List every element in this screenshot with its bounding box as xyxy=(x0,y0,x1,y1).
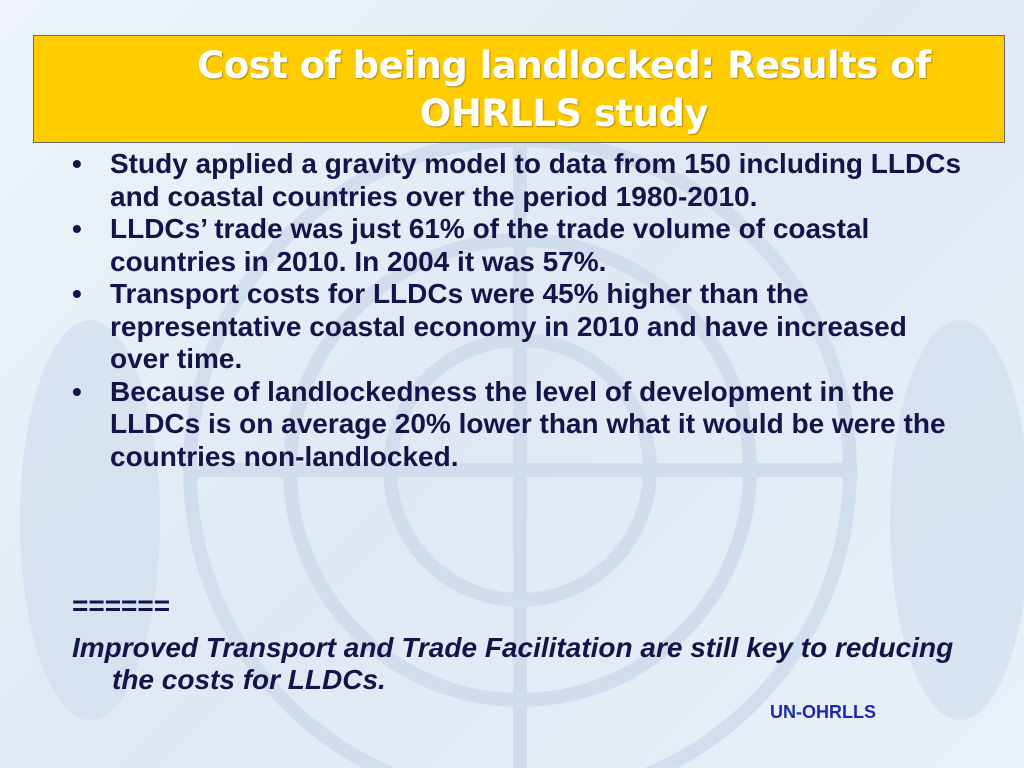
bullet: Study applied a gravity model to data fr… xyxy=(72,148,972,213)
separator: ====== xyxy=(72,590,171,621)
slide-title: Cost of being landlocked: Results of OHR… xyxy=(197,44,931,135)
conclusion: Improved Transport and Trade Facilitatio… xyxy=(72,632,954,695)
bullet: Transport costs for LLDCs were 45% highe… xyxy=(72,278,972,376)
bullet: LLDCs’ trade was just 61% of the trade v… xyxy=(72,213,972,278)
bullet: Because of landlockedness the level of d… xyxy=(72,376,972,474)
bullet-list: Study applied a gravity model to data fr… xyxy=(72,148,972,473)
footer: UN-OHRLLS xyxy=(770,702,876,722)
title-box: Cost of being landlocked: Results of OHR… xyxy=(33,35,1005,143)
